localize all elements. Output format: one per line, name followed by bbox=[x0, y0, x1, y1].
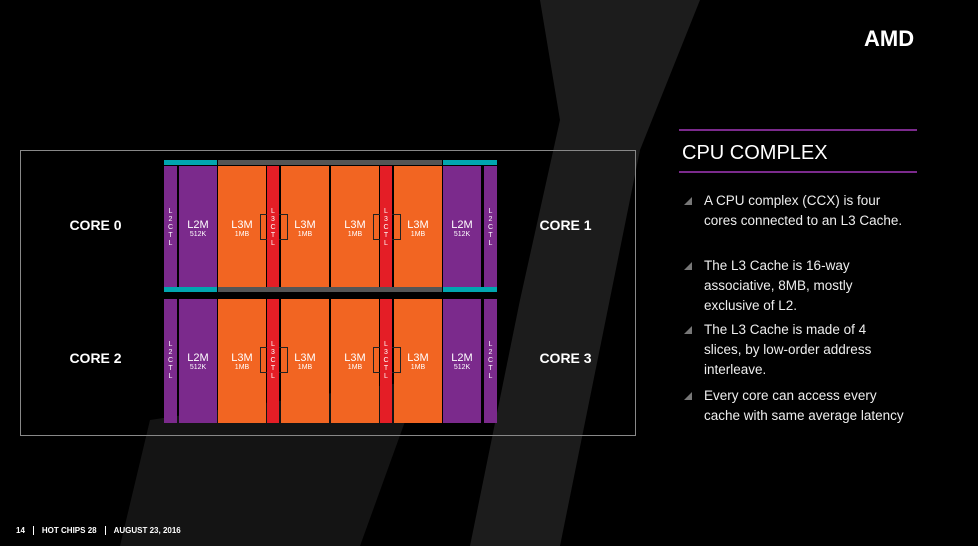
core: CORE 2 bbox=[69, 350, 122, 366]
l2-ctl: L2CTL bbox=[484, 299, 497, 423]
l2-block: L2M 512K bbox=[179, 299, 217, 423]
core: CORE 0 bbox=[69, 217, 122, 233]
bus-strip bbox=[164, 160, 217, 165]
divider bbox=[679, 171, 917, 173]
core: CORE 3 bbox=[539, 350, 592, 366]
l3-block: L3M 1MB bbox=[331, 299, 379, 423]
l2-ctl: L2CTL bbox=[164, 299, 177, 423]
bullet: A CPU complex (CCX) is four cores connec… bbox=[684, 191, 904, 231]
l2-name: L2M bbox=[187, 218, 209, 231]
bullet-marker bbox=[684, 392, 692, 400]
core: CORE 1 bbox=[539, 217, 592, 233]
bullet-marker bbox=[684, 197, 692, 205]
l3-size: 1MB bbox=[347, 363, 363, 371]
l3-block: L3M 1MB bbox=[281, 166, 329, 290]
date: AUGUST 23, 2016 bbox=[113, 526, 181, 535]
l3-size: 1MB bbox=[234, 230, 250, 238]
l2-block: L2M 512K bbox=[443, 299, 481, 423]
separator bbox=[104, 526, 106, 535]
l3-name: L3M bbox=[407, 351, 429, 364]
l3-ctl: L3CTL bbox=[267, 166, 279, 290]
bus-strip bbox=[443, 287, 497, 292]
separator bbox=[32, 526, 34, 535]
l3-block: L3M 1MB bbox=[394, 166, 442, 290]
l3-name: L3M bbox=[231, 351, 253, 364]
l3-block: L3M 1MB bbox=[394, 299, 442, 423]
l3-size: 1MB bbox=[234, 363, 250, 371]
l3-block: L3M 1MB bbox=[218, 299, 266, 423]
bullet: Every core can access every cache with s… bbox=[684, 386, 904, 426]
l2-size: 512K bbox=[453, 363, 471, 371]
l3-name: L3M bbox=[344, 218, 366, 231]
l3-size: 1MB bbox=[297, 230, 313, 238]
l3-block: L3M 1MB bbox=[218, 166, 266, 290]
l2-name: L2M bbox=[451, 351, 473, 364]
bus-strip bbox=[218, 287, 442, 292]
l3-size: 1MB bbox=[297, 363, 313, 371]
bullet: The L3 Cache is 16-way associative, 8MB,… bbox=[684, 256, 904, 316]
l3-name: L3M bbox=[407, 218, 429, 231]
l3-size: 1MB bbox=[410, 363, 426, 371]
logo: AMD bbox=[864, 26, 915, 51]
page-number: 14 bbox=[16, 526, 25, 535]
l2-size: 512K bbox=[189, 230, 207, 238]
bullet: The L3 Cache is made of 4 slices, by low… bbox=[684, 320, 904, 380]
bus-strip bbox=[164, 287, 217, 292]
slide-title: CPU COMPLEX bbox=[682, 142, 828, 164]
l2-ctl: L2CTL bbox=[484, 166, 497, 290]
l3-name: L3M bbox=[344, 351, 366, 364]
l3-name: L3M bbox=[294, 351, 316, 364]
l3-ctl: L3CTL bbox=[380, 299, 392, 423]
bus-strip bbox=[443, 160, 497, 165]
l2-name: L2M bbox=[187, 351, 209, 364]
l2-block: L2M 512K bbox=[179, 166, 217, 290]
bullet-marker bbox=[684, 326, 692, 334]
l2-name: L2M bbox=[451, 218, 473, 231]
l3-name: L3M bbox=[294, 218, 316, 231]
l2-ctl: L2CTL bbox=[164, 166, 177, 290]
footer: 14 HOT CHIPS 28 AUGUST 23, 2016 bbox=[16, 526, 181, 535]
bullet-marker bbox=[684, 262, 692, 270]
l3-block: L3M 1MB bbox=[331, 166, 379, 290]
l2-size: 512K bbox=[189, 363, 207, 371]
l2-size: 512K bbox=[453, 230, 471, 238]
ccx-frame bbox=[20, 150, 636, 436]
divider bbox=[679, 129, 917, 131]
l3-ctl: L3CTL bbox=[267, 299, 279, 423]
event: HOT CHIPS 28 bbox=[41, 526, 97, 535]
l3-name: L3M bbox=[231, 218, 253, 231]
l3-size: 1MB bbox=[347, 230, 363, 238]
l3-ctl: L3CTL bbox=[380, 166, 392, 290]
l3-size: 1MB bbox=[410, 230, 426, 238]
l3-block: L3M 1MB bbox=[281, 299, 329, 423]
l2-block: L2M 512K bbox=[443, 166, 481, 290]
bus-strip bbox=[218, 160, 442, 165]
